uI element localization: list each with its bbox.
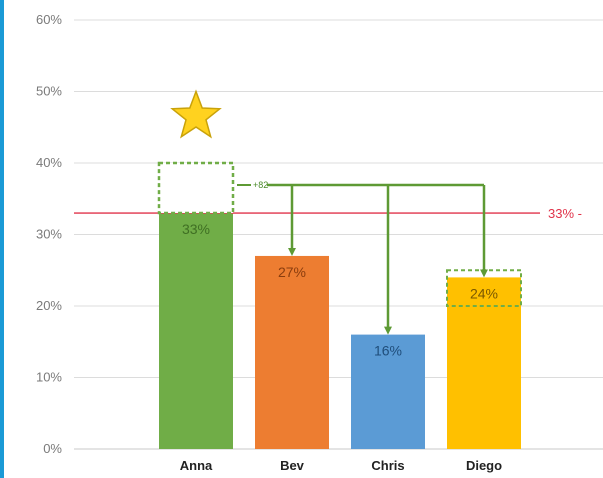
x-tick-label: Chris bbox=[371, 458, 404, 473]
y-tick-label: 0% bbox=[43, 441, 62, 456]
x-axis: Anna Bev Chris Diego bbox=[180, 458, 502, 473]
data-label-diego: 24% bbox=[470, 285, 498, 301]
y-tick-label: 30% bbox=[36, 227, 62, 242]
y-tick-label: 40% bbox=[36, 155, 62, 170]
left-accent-bar bbox=[0, 0, 4, 478]
x-tick-label: Bev bbox=[280, 458, 305, 473]
data-label-anna: 33% bbox=[182, 221, 210, 237]
anna-excess-box bbox=[157, 161, 235, 215]
bar-diego bbox=[447, 277, 521, 449]
excess-label: +82 bbox=[253, 180, 268, 190]
x-tick-label: Anna bbox=[180, 458, 213, 473]
threshold-line-group: 33% - bbox=[74, 206, 582, 221]
y-axis: 0% 10% 20% 30% 40% 50% 60% bbox=[36, 12, 62, 456]
y-tick-label: 10% bbox=[36, 370, 62, 385]
y-tick-label: 20% bbox=[36, 298, 62, 313]
annotation-overlays bbox=[157, 89, 522, 307]
data-label-chris: 16% bbox=[374, 343, 402, 359]
bar-bev bbox=[255, 255, 329, 449]
threshold-label: 33% - bbox=[548, 206, 582, 221]
data-labels: 33% 27% 16% 24% bbox=[182, 221, 498, 359]
gridlines bbox=[74, 19, 603, 450]
transfer-arrows: +82 bbox=[237, 180, 488, 335]
bar-anna bbox=[159, 213, 233, 449]
bars bbox=[159, 213, 521, 449]
data-label-bev: 27% bbox=[278, 264, 306, 280]
star-icon bbox=[170, 89, 222, 139]
bar-chris bbox=[351, 334, 425, 449]
y-tick-label: 50% bbox=[36, 84, 62, 99]
x-tick-label: Diego bbox=[466, 458, 502, 473]
y-tick-label: 60% bbox=[36, 12, 62, 27]
